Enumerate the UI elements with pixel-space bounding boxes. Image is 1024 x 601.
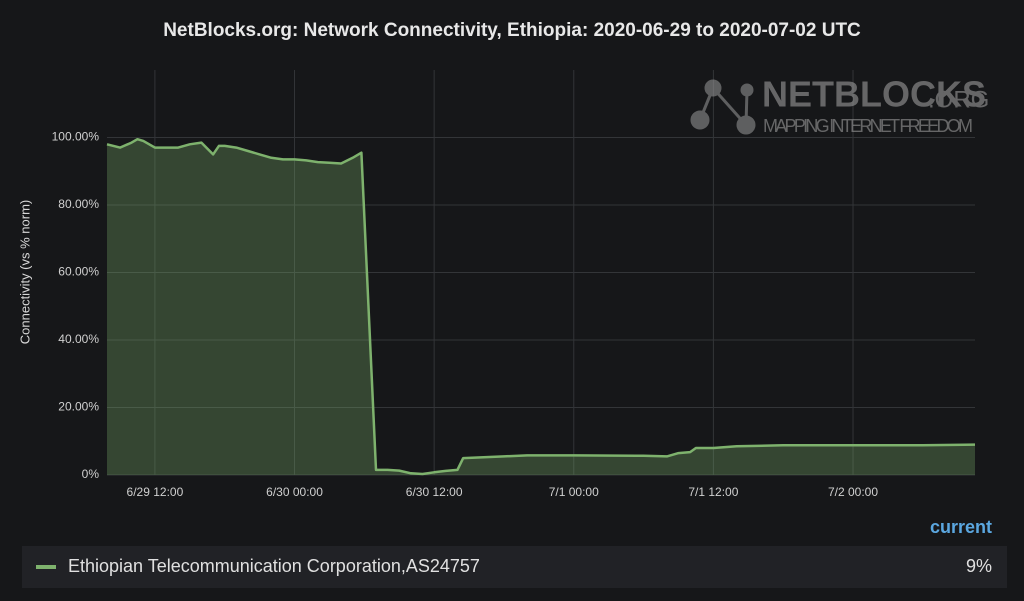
y-tick-label: 60.00% — [58, 265, 99, 279]
y-tick-label: 100.00% — [52, 130, 100, 144]
x-tick-label: 6/30 00:00 — [266, 485, 323, 499]
series-line — [106, 137, 976, 476]
legend-box — [22, 546, 1007, 588]
chart-title: NetBlocks.org: Network Connectivity, Eth… — [163, 20, 861, 41]
legend: Ethiopian Telecommunication Corporation,… — [36, 556, 992, 576]
x-tick-label: 7/2 00:00 — [828, 485, 878, 499]
watermark-suffix: .ORG — [928, 86, 989, 113]
x-tick-label: 7/1 12:00 — [688, 485, 738, 499]
y-tick-label: 40.00% — [58, 332, 99, 346]
logo-icon — [690, 79, 756, 135]
x-tick-label: 6/29 12:00 — [127, 485, 184, 499]
plot-area: 0% 20.00% 40.00% 60.00% 80.00% 100.00% 6/29 12… — [52, 70, 976, 499]
watermark-brand: NETBLOCKS — [762, 74, 986, 115]
y-axis-label: Connectivity (vs % norm) — [17, 200, 32, 344]
legend-value: 9% — [966, 556, 992, 576]
area-fill — [107, 139, 975, 475]
watermark-tagline: MAPPING INTERNET FREEDOM — [763, 116, 973, 136]
y-tick-label: 80.00% — [58, 197, 99, 211]
y-tick-label: 20.00% — [58, 400, 99, 414]
x-tick-label: 7/1 00:00 — [549, 485, 599, 499]
y-tick-label: 0% — [82, 467, 100, 481]
legend-label: Ethiopian Telecommunication Corporation,… — [68, 556, 480, 576]
watermark: NETBLOCKS .ORG MAPPING INTERNET FREEDOM — [690, 74, 989, 136]
legend-header: current — [930, 517, 992, 537]
x-tick-label: 6/30 12:00 — [406, 485, 463, 499]
